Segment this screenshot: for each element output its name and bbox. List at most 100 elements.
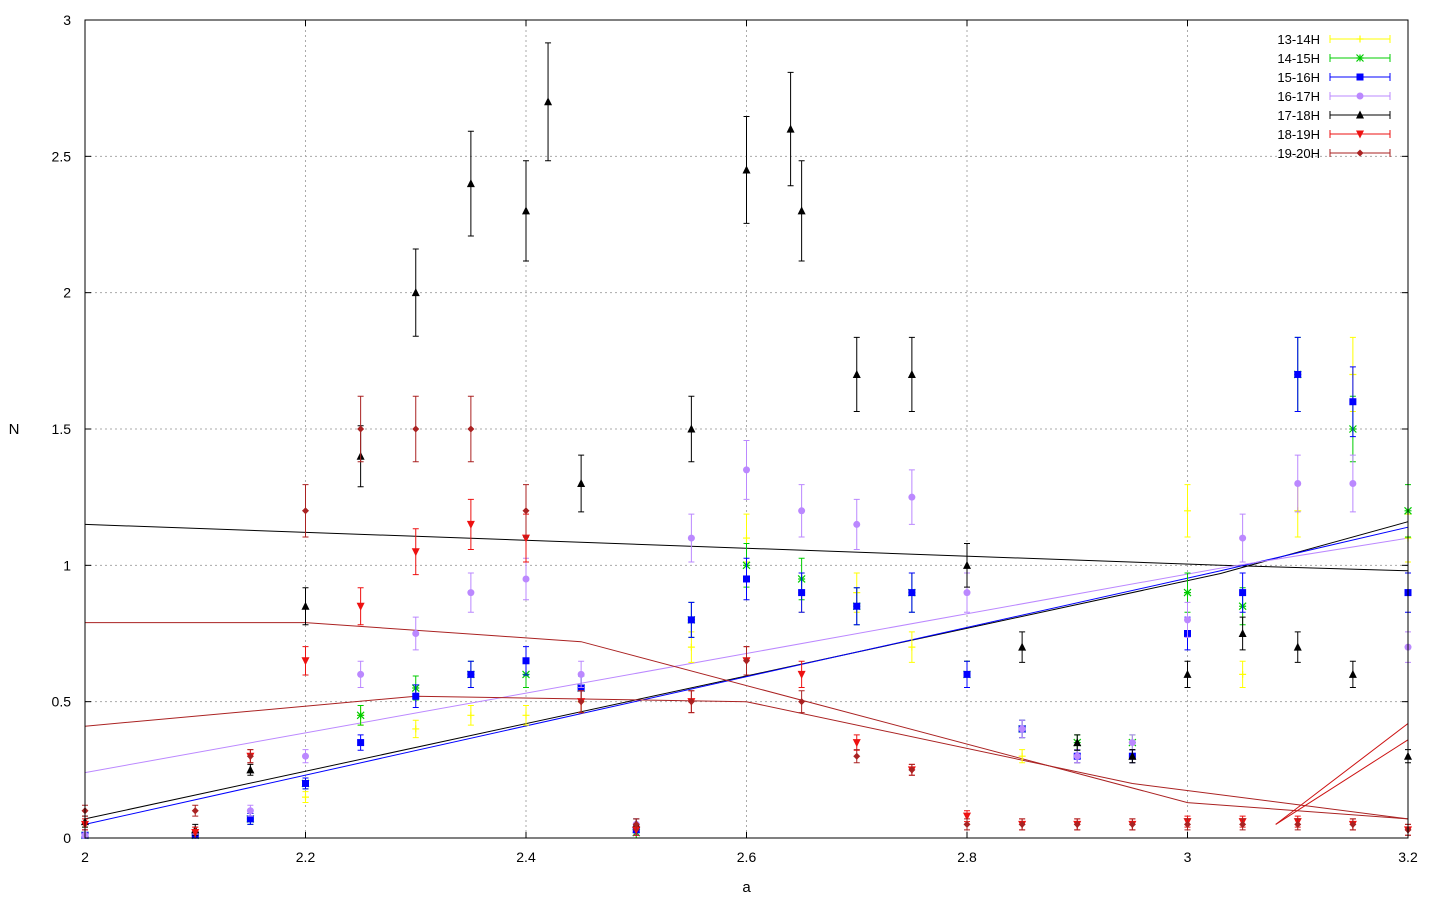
data-point <box>908 766 916 774</box>
legend-marker <box>1356 54 1364 62</box>
data-point <box>356 711 365 720</box>
series-15-16H <box>81 336 1412 839</box>
data-point <box>1294 480 1302 488</box>
data-point <box>522 657 530 665</box>
data-point <box>908 589 916 597</box>
fit-line <box>1275 723 1409 825</box>
data-point <box>852 739 861 748</box>
data-point <box>246 815 254 823</box>
data-point <box>687 616 695 624</box>
data-point <box>301 657 310 666</box>
legend: 13-14H 14-15H 15-16H 16-17H 17-18H 18-19H 19-2… <box>1277 32 1391 161</box>
data-point <box>797 206 806 215</box>
axis-ticks: 2 2.2 2.4 2.6 2.8 3 3.2 0 0.5 1 1.5 2 2.5 3 <box>52 12 1418 865</box>
x-tick-label: 2.8 <box>957 849 977 865</box>
data-point <box>1128 820 1136 828</box>
data-point <box>1239 534 1247 542</box>
x-tick-label: 2.4 <box>516 849 536 865</box>
y-tick-label: 1 <box>63 557 71 573</box>
x-tick-label: 2.2 <box>296 849 316 865</box>
legend-label: 14-15H <box>1277 51 1320 66</box>
data-point <box>356 602 365 611</box>
data-point <box>1018 642 1027 651</box>
x-axis-label: a <box>742 879 751 896</box>
legend-label: 15-16H <box>1277 70 1320 85</box>
data-point <box>522 575 530 583</box>
data-point <box>687 698 695 706</box>
fit-line <box>84 523 1409 572</box>
data-point <box>1018 725 1026 733</box>
data-point <box>632 820 640 828</box>
data-point <box>467 711 475 719</box>
y-tick-label: 0 <box>63 830 71 846</box>
data-point <box>544 97 553 106</box>
data-point <box>1128 751 1137 760</box>
data-point <box>786 124 795 133</box>
data-point <box>302 507 309 515</box>
fit-line <box>84 526 1409 825</box>
data-point <box>301 601 310 610</box>
data-point <box>908 643 916 651</box>
fit-lines <box>84 521 1409 825</box>
y-tick-label: 3 <box>63 12 71 28</box>
data-point <box>1073 738 1082 747</box>
data-point <box>963 820 971 828</box>
data-point <box>412 725 420 733</box>
data-point <box>302 752 309 760</box>
data-point <box>246 765 255 774</box>
data-point <box>853 602 861 610</box>
plot-area <box>81 42 1412 840</box>
data-point <box>853 520 861 528</box>
data-point <box>412 692 420 700</box>
x-tick-label: 3.2 <box>1398 849 1418 865</box>
legend-marker <box>1356 149 1364 157</box>
data-point <box>467 425 475 433</box>
data-point <box>1184 616 1191 624</box>
data-point <box>687 643 695 651</box>
data-point <box>577 670 585 678</box>
data-point <box>466 179 475 188</box>
data-point <box>467 589 475 597</box>
data-point <box>1239 670 1247 678</box>
data-point <box>1183 588 1192 597</box>
data-point <box>743 466 750 474</box>
data-point <box>412 630 420 637</box>
series-17-18H <box>81 42 1412 836</box>
data-point <box>1349 820 1357 828</box>
data-point <box>853 752 861 760</box>
data-point <box>1349 398 1357 406</box>
data-point <box>1073 752 1081 760</box>
legend-label: 19-20H <box>1277 146 1320 161</box>
data-point <box>963 560 971 569</box>
data-point <box>1294 370 1302 378</box>
data-point <box>246 807 254 815</box>
data-point <box>302 779 309 787</box>
fit-line <box>84 521 1409 820</box>
data-point <box>246 752 254 760</box>
data-point <box>522 507 530 515</box>
data-point <box>357 425 365 433</box>
data-point <box>522 206 530 215</box>
data-point <box>963 589 971 597</box>
y-axis-label: N <box>9 421 20 438</box>
legend-marker <box>1356 130 1364 139</box>
data-point <box>798 698 806 706</box>
data-point <box>798 507 806 515</box>
data-point <box>302 793 309 801</box>
data-point <box>412 425 420 433</box>
data-point <box>687 424 696 433</box>
legend-label: 17-18H <box>1277 108 1320 123</box>
data-point <box>411 288 420 297</box>
data-point <box>907 369 916 378</box>
data-point <box>797 670 806 679</box>
data-point <box>1239 820 1247 828</box>
data-point <box>357 739 365 747</box>
data-point <box>1294 820 1302 828</box>
y-tick-label: 1.5 <box>52 421 72 437</box>
y-tick-label: 0.5 <box>52 694 72 710</box>
data-point <box>1184 820 1191 828</box>
fit-line <box>1275 739 1409 825</box>
data-point <box>1018 820 1026 828</box>
legend-marker <box>1356 110 1364 119</box>
